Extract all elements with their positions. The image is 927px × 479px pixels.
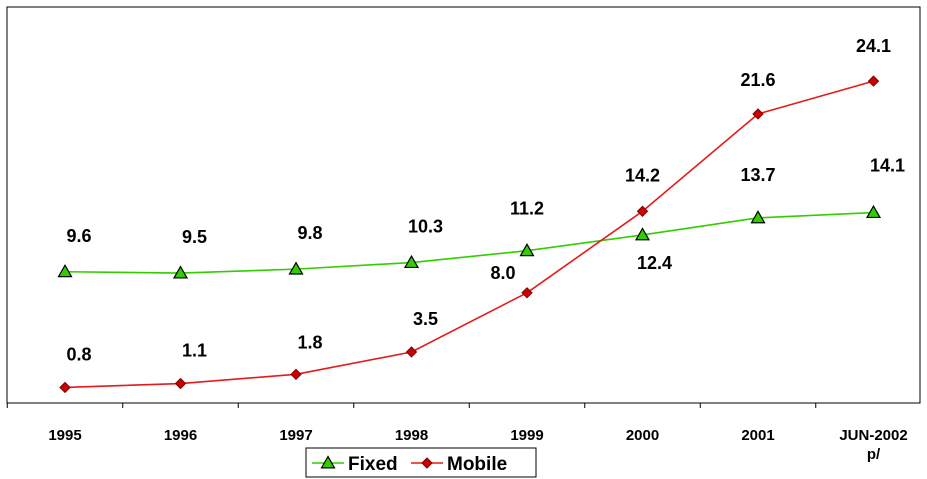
data-point-mobile	[405, 346, 418, 358]
data-label-fixed: 9.5	[182, 227, 207, 247]
data-point-mobile	[174, 377, 187, 390]
x-tick-label: 1995	[48, 427, 81, 444]
data-point-fixed	[865, 204, 882, 219]
plot-frame	[6, 6, 921, 404]
data-point-mobile	[752, 108, 764, 120]
legend: Fixed Mobile	[305, 447, 537, 478]
data-label-mobile: 3.5	[413, 309, 438, 329]
x-tick-label: 1997	[279, 427, 312, 444]
data-label-mobile: 0.8	[66, 344, 91, 364]
x-tick-label: JUN-2002 p/	[839, 427, 907, 463]
data-label-fixed: 12.4	[637, 253, 672, 273]
legend-label-mobile: Mobile	[447, 454, 507, 475]
legend-label-fixed: Fixed	[348, 454, 398, 475]
data-label-fixed: 11.2	[510, 199, 544, 219]
data-label-fixed: 10.3	[408, 217, 443, 237]
data-label-fixed: 13.7	[740, 165, 775, 185]
data-label-fixed: 9.8	[297, 223, 322, 243]
data-point-mobile	[521, 287, 533, 299]
x-axis-tick-labels: 1995 1996 1997 1998 1999 2000 2001 JUN-2002 p/	[48, 427, 907, 463]
x-tick-label: 2000	[626, 427, 659, 444]
x-tick-label: 1998	[395, 427, 428, 444]
x-tick-label: 1996	[164, 427, 197, 444]
series-line-mobile	[64, 80, 874, 389]
data-point-fixed	[172, 265, 189, 279]
legend-swatch-marker-fixed	[320, 455, 336, 469]
data-label-mobile: 24.1	[856, 36, 891, 56]
data-point-fixed	[288, 261, 304, 275]
data-label-mobile: 21.6	[740, 70, 775, 90]
data-label-mobile: 8.0	[490, 263, 515, 283]
data-point-fixed	[57, 264, 73, 278]
data-point-fixed	[750, 210, 766, 224]
legend-swatch-marker-mobile	[421, 457, 433, 469]
data-point-fixed	[519, 243, 535, 257]
data-point-mobile	[290, 368, 302, 381]
data-label-fixed: 14.1	[870, 156, 905, 176]
series-layer	[57, 75, 882, 394]
x-tick-label: 1999	[510, 427, 543, 444]
x-axis-ticks	[6, 403, 817, 408]
data-point-fixed	[634, 227, 651, 241]
series-line-fixed	[64, 211, 874, 274]
data-point-mobile	[636, 205, 649, 217]
data-point-fixed	[403, 254, 420, 269]
data-label-mobile: 14.2	[625, 165, 660, 185]
data-point-mobile	[867, 75, 880, 87]
data-labels: 9.6 9.5 9.8 10.3 11.2 12.4 13.7 14.1 0.8 1.1 1.8 3.…	[66, 36, 905, 364]
x-tick-label: 2001	[741, 427, 774, 444]
data-label-fixed: 9.6	[66, 226, 91, 246]
data-label-mobile: 1.1	[182, 341, 207, 361]
data-point-mobile	[59, 381, 71, 394]
data-label-mobile: 1.8	[297, 332, 322, 352]
